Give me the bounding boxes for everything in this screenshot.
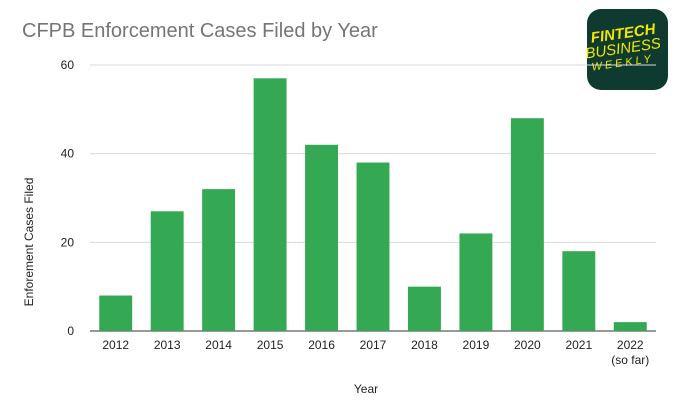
x-tick-label: 2014 [205, 338, 232, 352]
bar [253, 78, 287, 331]
x-tick-label: 2021 [565, 338, 592, 352]
y-tick-label: 20 [61, 235, 75, 249]
bar [613, 322, 647, 331]
y-axis-label: Enforement Cases Filed [22, 178, 36, 307]
x-tick-label: 2016 [308, 338, 335, 352]
chart-title: CFPB Enforcement Cases Filed by Year [22, 20, 378, 42]
y-tick-label: 60 [61, 58, 75, 72]
bar [150, 211, 184, 331]
bar [510, 118, 544, 331]
x-tick-label: 2013 [154, 338, 181, 352]
x-axis-label: Year [354, 382, 378, 396]
bar [562, 251, 596, 331]
x-tick-label: 2018 [411, 338, 438, 352]
bar [459, 233, 493, 331]
x-tick-label: 2022 (so far) [611, 338, 649, 367]
x-tick-label: 2012 [102, 338, 129, 352]
x-tick-label: 2020 [514, 338, 541, 352]
bar [99, 295, 133, 331]
bar [356, 162, 390, 331]
y-tick-label: 0 [67, 324, 74, 338]
y-tick-label: 40 [61, 147, 75, 161]
x-tick-label: 2015 [257, 338, 284, 352]
bar [305, 144, 339, 331]
fintech-business-weekly-logo: FINTECH BUSINESS WEEKLY [584, 9, 668, 90]
bar [407, 286, 441, 331]
x-tick-label: 2019 [463, 338, 490, 352]
x-tick-label: 2017 [360, 338, 387, 352]
bar [202, 189, 236, 331]
